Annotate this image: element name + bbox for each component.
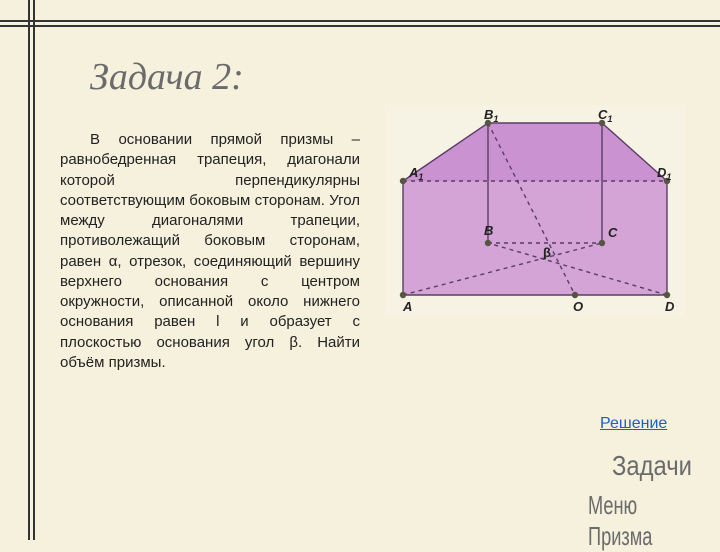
problem-title: Задача 2: bbox=[90, 55, 244, 99]
solution-link[interactable]: Решение bbox=[600, 415, 667, 433]
svg-text:O: O bbox=[573, 299, 583, 314]
nav-tasks[interactable]: Задачи bbox=[612, 450, 692, 482]
svg-text:A: A bbox=[402, 299, 412, 314]
rule-v-2 bbox=[33, 0, 35, 540]
svg-text:β: β bbox=[543, 245, 551, 260]
problem-text: В основании прямой призмы – равнобедренн… bbox=[60, 130, 360, 373]
prism-svg: ADOBCA1D1B1C1β bbox=[385, 105, 685, 315]
rule-h-1 bbox=[0, 20, 720, 22]
svg-text:D: D bbox=[665, 299, 675, 314]
svg-text:B: B bbox=[484, 223, 493, 238]
prism-diagram: ADOBCA1D1B1C1β bbox=[385, 105, 685, 315]
nav-menu-prism[interactable]: Меню Призма bbox=[588, 490, 680, 552]
rule-v-1 bbox=[28, 0, 30, 540]
rule-h-2 bbox=[0, 25, 720, 27]
svg-text:C: C bbox=[608, 225, 618, 240]
